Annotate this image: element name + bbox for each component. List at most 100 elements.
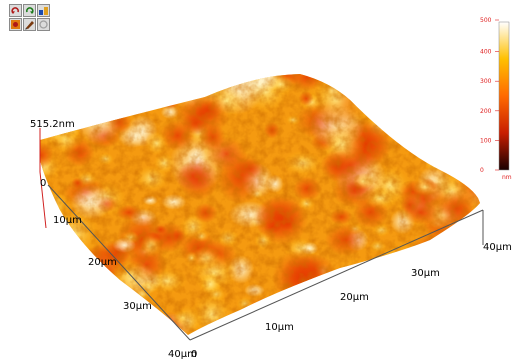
surface-texture-blob (40, 74, 81, 98)
surface-texture-blob (230, 74, 244, 80)
surface-texture-blob (343, 74, 367, 82)
x-tick-30: 30µm (411, 268, 440, 279)
surface-texture-blob (104, 103, 124, 118)
surface-texture-blob (453, 246, 480, 297)
axis-tick-labels: 515.2nm 0 10µm 20µm 30µm 40µm 0 10µm 20µ… (30, 119, 512, 360)
surface-texture-blob (440, 263, 471, 289)
surface-texture-blob (430, 74, 479, 106)
surface-texture-blob (443, 266, 480, 305)
z-max-label: 515.2nm (30, 119, 75, 130)
x-axis-line (189, 209, 484, 341)
colorbar-tick-label: 200 (480, 108, 492, 115)
surface-texture-blob (76, 74, 97, 84)
rotate-right-button[interactable] (23, 4, 36, 17)
surface-texture-blob (150, 74, 183, 86)
surface-texture-blob (51, 74, 103, 114)
color-map-button[interactable] (9, 18, 22, 31)
surface-texture-blob (370, 74, 416, 93)
surface-texture-blob (341, 270, 363, 293)
surface-texture-blob (423, 108, 436, 122)
surface-texture-blob (449, 144, 480, 171)
surface-texture-blob (40, 93, 60, 117)
x-tick-10: 10µm (265, 322, 294, 333)
surface-texture-blob (93, 107, 111, 121)
x-tick-0: 0 (191, 349, 197, 360)
surface-texture-blob (422, 238, 451, 265)
surface-texture-blob (339, 309, 373, 331)
y-tick-10: 10µm (53, 215, 82, 226)
colorbar-tick-label: 0 (480, 167, 484, 174)
surface-texture-blob (401, 109, 422, 129)
rotate-left-icon (11, 7, 19, 14)
surface-texture-blob (324, 74, 338, 77)
surface-texture-blob (75, 100, 89, 113)
surface-texture-blob (390, 92, 416, 108)
surface-texture-blob (271, 300, 295, 320)
y-tick-40: 40µm (168, 349, 197, 360)
surface-texture-blob (66, 80, 87, 97)
surface-texture-blob (71, 74, 119, 89)
lighting-button[interactable] (37, 4, 50, 17)
surface-texture-blob (440, 140, 480, 178)
surface-texture-blob (51, 256, 83, 285)
surface-texture-blob (93, 74, 133, 83)
axes (39, 128, 484, 341)
surface-texture-blob (169, 82, 185, 94)
surface-texture-blob (92, 81, 131, 111)
color-map-icon (11, 20, 20, 29)
colorbar-tick-label: 300 (480, 78, 492, 85)
rotate-right-icon (26, 7, 34, 14)
surface-texture-blob (43, 264, 78, 290)
pencil-button[interactable] (23, 18, 36, 31)
colorbar-tick-label: 500 (480, 17, 492, 24)
surface-texture-blob (95, 74, 147, 101)
rotate-left-button[interactable] (9, 4, 22, 17)
surface-texture-blob (394, 286, 443, 334)
surface-texture-blob (318, 316, 335, 331)
reset-view-button[interactable] (37, 18, 50, 31)
x-tick-20: 20µm (340, 292, 369, 303)
surface-texture-blob (387, 262, 402, 275)
x-tick-40: 40µm (483, 242, 512, 253)
surface-texture-blob (331, 311, 352, 331)
surface-texture-blob (446, 296, 480, 335)
surface-texture-blob (365, 314, 405, 335)
surface-texture-blob (381, 330, 399, 335)
y-tick-20: 20µm (88, 257, 117, 268)
surface-texture-blob (65, 74, 96, 98)
surface-texture-blob (97, 324, 113, 335)
surface-texture-blob (126, 89, 150, 115)
surface-texture-blob (40, 74, 85, 104)
surface-texture-blob (145, 318, 177, 335)
z-zero-label: 0 (40, 178, 46, 189)
surface-texture-blob (414, 282, 431, 293)
colorbar-gradient (498, 21, 510, 171)
surface-texture-blob (445, 85, 474, 103)
z-axis-line (39, 171, 47, 229)
y-axis-line (47, 184, 191, 341)
colorbar-unit: nm (502, 174, 512, 181)
surface-texture-blob (445, 277, 477, 297)
surface-texture-blob (327, 312, 344, 324)
surface-texture-blob (439, 106, 460, 124)
lighting-icon (39, 7, 48, 15)
y-tick-30: 30µm (123, 301, 152, 312)
surface-texture-blob (425, 81, 470, 122)
surface-texture-blob (359, 263, 382, 278)
colorbar: 500 400 300 200 100 0 nm (480, 17, 512, 181)
surface-texture-blob (336, 314, 375, 335)
surface-texture-blob (477, 74, 480, 79)
colorbar-tick-label: 100 (480, 137, 492, 144)
surface-texture-blob (446, 101, 472, 120)
surface-texture-blob (435, 280, 451, 293)
surface-texture-blob (409, 140, 422, 151)
reset-view-icon (39, 20, 48, 29)
surface-texture-blob (377, 310, 394, 327)
surface-texture-blob (91, 74, 146, 113)
pencil-icon (25, 21, 34, 30)
colorbar-tick-label: 400 (480, 49, 492, 56)
surface-texture-blob (467, 74, 480, 79)
surface-texture-blob (413, 278, 443, 307)
